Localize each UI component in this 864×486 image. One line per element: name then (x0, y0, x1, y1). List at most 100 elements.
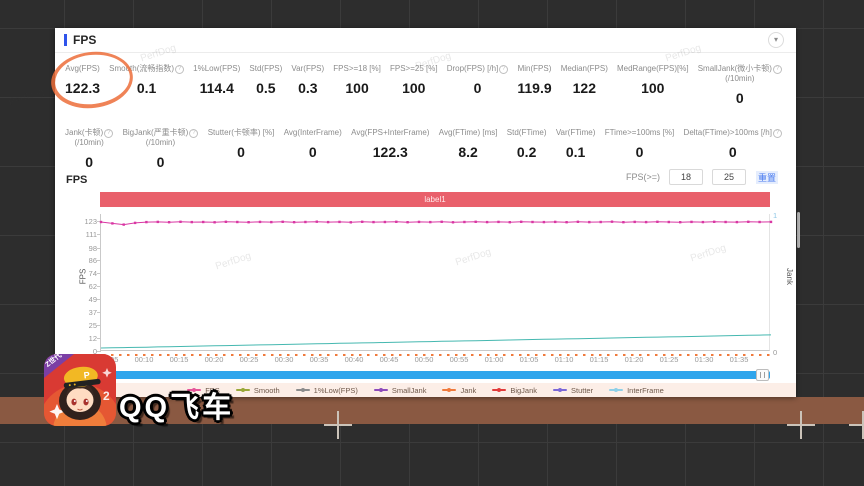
stat-block: FPS>=25 [%] 100 (390, 64, 438, 106)
data-point-marker (258, 220, 262, 224)
stat-value: 0.1 (565, 144, 586, 160)
stat-value: 0 (237, 144, 245, 160)
stat-value: 0 (308, 144, 317, 160)
data-point-marker (485, 220, 489, 224)
fps-threshold-input-1[interactable] (668, 169, 703, 185)
info-icon[interactable]: ? (772, 129, 782, 138)
stat-label: Var(FTime) (555, 128, 596, 137)
data-point-marker (656, 220, 659, 223)
stat-block: Std(FTime) 0.2 (507, 128, 547, 170)
legend-item-bigjank[interactable]: BigJank (492, 386, 537, 395)
data-point-marker (213, 221, 216, 224)
stat-value: 0.3 (298, 80, 318, 96)
stat-block: Std(FPS) 0.5 (249, 64, 282, 106)
stat-sublabel: (/10min) (725, 74, 755, 83)
info-icon[interactable]: ? (104, 129, 114, 138)
data-point-marker (463, 220, 466, 224)
stat-value: 0 (735, 90, 744, 106)
data-point-marker (588, 220, 591, 224)
legend-label: FPS (205, 385, 220, 395)
legend-marker (609, 388, 624, 392)
data-point-marker (747, 220, 750, 223)
legend-label: Jank (460, 385, 477, 395)
svg-text:2: 2 (103, 389, 110, 403)
legend-item-jank[interactable]: Jank (442, 386, 476, 395)
legend-item-smooth[interactable]: Smooth (235, 385, 280, 395)
y-axis-tick-label: 111 (85, 230, 97, 240)
x-axis-tick-label: 00:40 (344, 355, 364, 364)
data-point-marker (440, 220, 443, 223)
legend-item-smalljank[interactable]: SmallJank (373, 385, 427, 395)
y-axis-tick-mark (97, 234, 101, 236)
data-point-marker (281, 220, 284, 223)
legend-item-stutter[interactable]: Stutter (553, 386, 593, 395)
stat-value: 0 (85, 154, 94, 170)
stat-block: BigJank(严重卡顿)? (/10min) 0 (123, 128, 199, 170)
y-axis-tick-label: 98 (88, 243, 97, 253)
y-axis-tick-label: 25 (88, 320, 97, 330)
legend-label: SmallJank (391, 385, 427, 395)
chart-horizontal-scrollbar[interactable] (100, 369, 770, 381)
legend-marker (492, 388, 507, 392)
data-point-marker (349, 221, 352, 224)
y-axis-tick-label: 49 (88, 295, 97, 305)
legend-label: Smooth (253, 385, 280, 395)
data-point-marker (679, 221, 682, 224)
info-icon[interactable]: ? (189, 129, 199, 138)
y-axis-tick-mark (97, 338, 101, 340)
legend-item-fps[interactable]: FPS (187, 386, 220, 395)
y-axis-tick-label: 37 (88, 308, 97, 317)
stats-row-1: Avg(FPS) 122.3 Smooth(流畅指数)? 0.1 1%Low(FPS) 1… (65, 64, 782, 106)
x-axis-tick-label: 00:15 (169, 355, 189, 364)
right-axis-tick-label: 0 (773, 348, 778, 357)
data-point-marker (111, 222, 114, 225)
stat-label: Avg(FPS) (65, 64, 100, 73)
data-point-marker (429, 220, 432, 224)
legend-label: 1%Low(FPS) (313, 385, 358, 395)
fps-line-chart[interactable]: FPS Jank 123111988674624937251201000:050… (78, 211, 794, 364)
stat-value: 0.5 (256, 80, 276, 96)
info-icon[interactable]: ? (175, 65, 185, 74)
data-point-marker (508, 221, 511, 224)
data-point-marker (735, 220, 739, 224)
stat-block: Avg(FPS+InterFrame) 122.3 (351, 128, 429, 170)
legend-marker (553, 388, 567, 392)
legend-marker (235, 388, 250, 392)
legend-item-interframe[interactable]: InterFrame (609, 386, 664, 395)
collapse-button[interactable]: ▾ (768, 32, 784, 48)
data-point-marker (644, 220, 648, 224)
fps-threshold-label: FPS(>=) (625, 172, 660, 182)
fps-threshold-controls: FPS(>=) 重置 (626, 169, 778, 185)
stat-label: FPS>=18 [%] (333, 64, 381, 73)
stat-block: Delta(FTime)>100ms [/h]? 0 (684, 128, 782, 170)
stat-value: 8.2 (458, 144, 478, 160)
chevron-down-icon: ▾ (773, 35, 778, 44)
stat-block: Min(FPS) 119.9 (517, 64, 551, 106)
legend-marker (187, 388, 202, 392)
legend-item-1-low-fps-[interactable]: 1%Low(FPS) (295, 385, 358, 395)
x-axis-tick-label: 01:05 (519, 355, 539, 364)
data-point-marker (417, 220, 421, 224)
series-fps (100, 221, 772, 226)
panel-title: FPS (73, 33, 97, 47)
info-icon[interactable]: ? (772, 65, 782, 74)
reset-link[interactable]: 重置 (755, 170, 778, 184)
stats-row-2: Jank(卡顿)? (/10min) 0 BigJank(严重卡顿)? (/10min)… (65, 128, 782, 170)
data-point-marker (145, 220, 148, 224)
legend-label: InterFrame (627, 385, 664, 395)
stat-label: MedRange(FPS)[%] (616, 64, 689, 73)
data-point-marker (304, 220, 307, 224)
info-icon[interactable]: ? (499, 65, 509, 74)
data-point-marker (372, 220, 375, 224)
stat-block: 1%Low(FPS) 114.4 (193, 64, 240, 106)
stat-value: 114.4 (199, 80, 234, 96)
fps-panel: FPS ▾ Avg(FPS) 122.3 Smooth(流畅指数)? 0.1 1%Low… (47, 28, 796, 397)
stat-value: 122.3 (372, 144, 408, 160)
x-axis-tick-label: 01:25 (659, 355, 679, 364)
y-axis-tick-mark (97, 260, 101, 262)
fps-threshold-input-2[interactable] (711, 169, 746, 185)
title-accent-bar (64, 34, 67, 46)
scrollbar-handle[interactable] (756, 369, 769, 381)
data-point-marker (554, 220, 557, 224)
legend-label: BigJank (510, 385, 537, 395)
